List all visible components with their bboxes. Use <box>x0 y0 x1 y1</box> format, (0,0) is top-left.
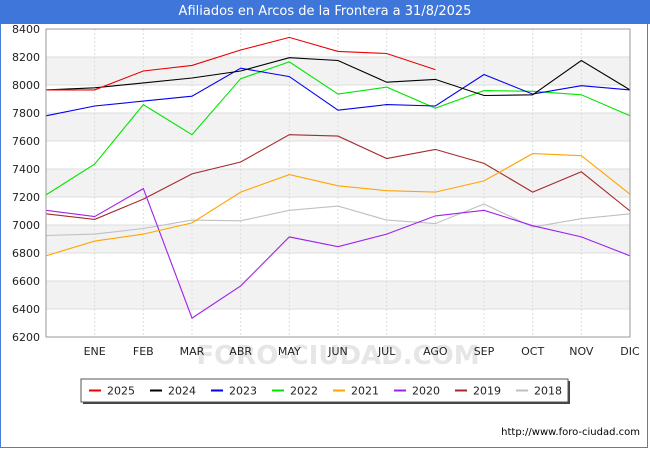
y-tick-label: 6600 <box>12 275 40 288</box>
series-line-2020 <box>45 187 631 319</box>
series-line-2025 <box>46 36 436 91</box>
legend-label-2024: 2024 <box>168 385 196 398</box>
legend-label-2021: 2021 <box>351 385 379 398</box>
series-lines <box>45 36 631 319</box>
chart-title: Afiliados en Arcos de la Frontera a 31/8… <box>0 0 650 24</box>
series-line-2018 <box>45 203 631 237</box>
x-tick-label: OCT <box>521 345 544 358</box>
plot-border <box>45 28 631 338</box>
series-line-2023 <box>45 67 631 117</box>
y-tick-label: 7400 <box>12 163 40 176</box>
x-tick-label: ENE <box>84 345 106 358</box>
legend-label-2019: 2019 <box>473 385 501 398</box>
series-line-2024 <box>45 57 631 97</box>
x-tick-label: MAY <box>278 345 301 358</box>
legend-label-2020: 2020 <box>412 385 440 398</box>
legend: 2025 2024 2023 2022 2021 2020 2019 2018 <box>80 378 570 404</box>
y-tick-label: 6800 <box>12 247 40 260</box>
y-tick-label: 6400 <box>12 303 40 316</box>
legend-label-2025: 2025 <box>107 385 135 398</box>
legend-label-2022: 2022 <box>290 385 318 398</box>
legend-box <box>80 378 569 403</box>
x-tick-label: JUN <box>327 345 348 358</box>
y-tick-label: 7000 <box>12 219 40 232</box>
x-tick-label: FEB <box>133 345 154 358</box>
x-tick-label: AGO <box>423 345 448 358</box>
x-tick-label: JUL <box>377 345 396 358</box>
axes: 6200 6400 6600 6800 7000 7200 7400 7600 7800 8000… <box>12 23 640 358</box>
y-tick-label: 7200 <box>12 191 40 204</box>
watermark-text: FORO-CIUDAD.COM <box>196 341 479 371</box>
y-tick-label: 8400 <box>12 23 40 36</box>
series-line-2019 <box>45 134 631 220</box>
legend-label-2023: 2023 <box>229 385 257 398</box>
x-tick-label: SEP <box>474 345 495 358</box>
y-tick-label: 6200 <box>12 331 40 344</box>
y-tick-label: 7800 <box>12 107 40 120</box>
footer-url[interactable]: http://www.foro-ciudad.com <box>501 427 640 438</box>
x-tick-label: ABR <box>229 345 252 358</box>
x-tick-label: NOV <box>569 345 594 358</box>
series-line-2022 <box>45 61 631 196</box>
legend-label-2018: 2018 <box>534 385 562 398</box>
y-tick-label: 7600 <box>12 135 40 148</box>
x-tick-label: DIC <box>620 345 640 358</box>
y-tick-label: 8000 <box>12 79 40 92</box>
y-tick-label: 8200 <box>12 51 40 64</box>
x-tick-label: MAR <box>180 345 205 358</box>
series-line-2021 <box>45 153 631 257</box>
